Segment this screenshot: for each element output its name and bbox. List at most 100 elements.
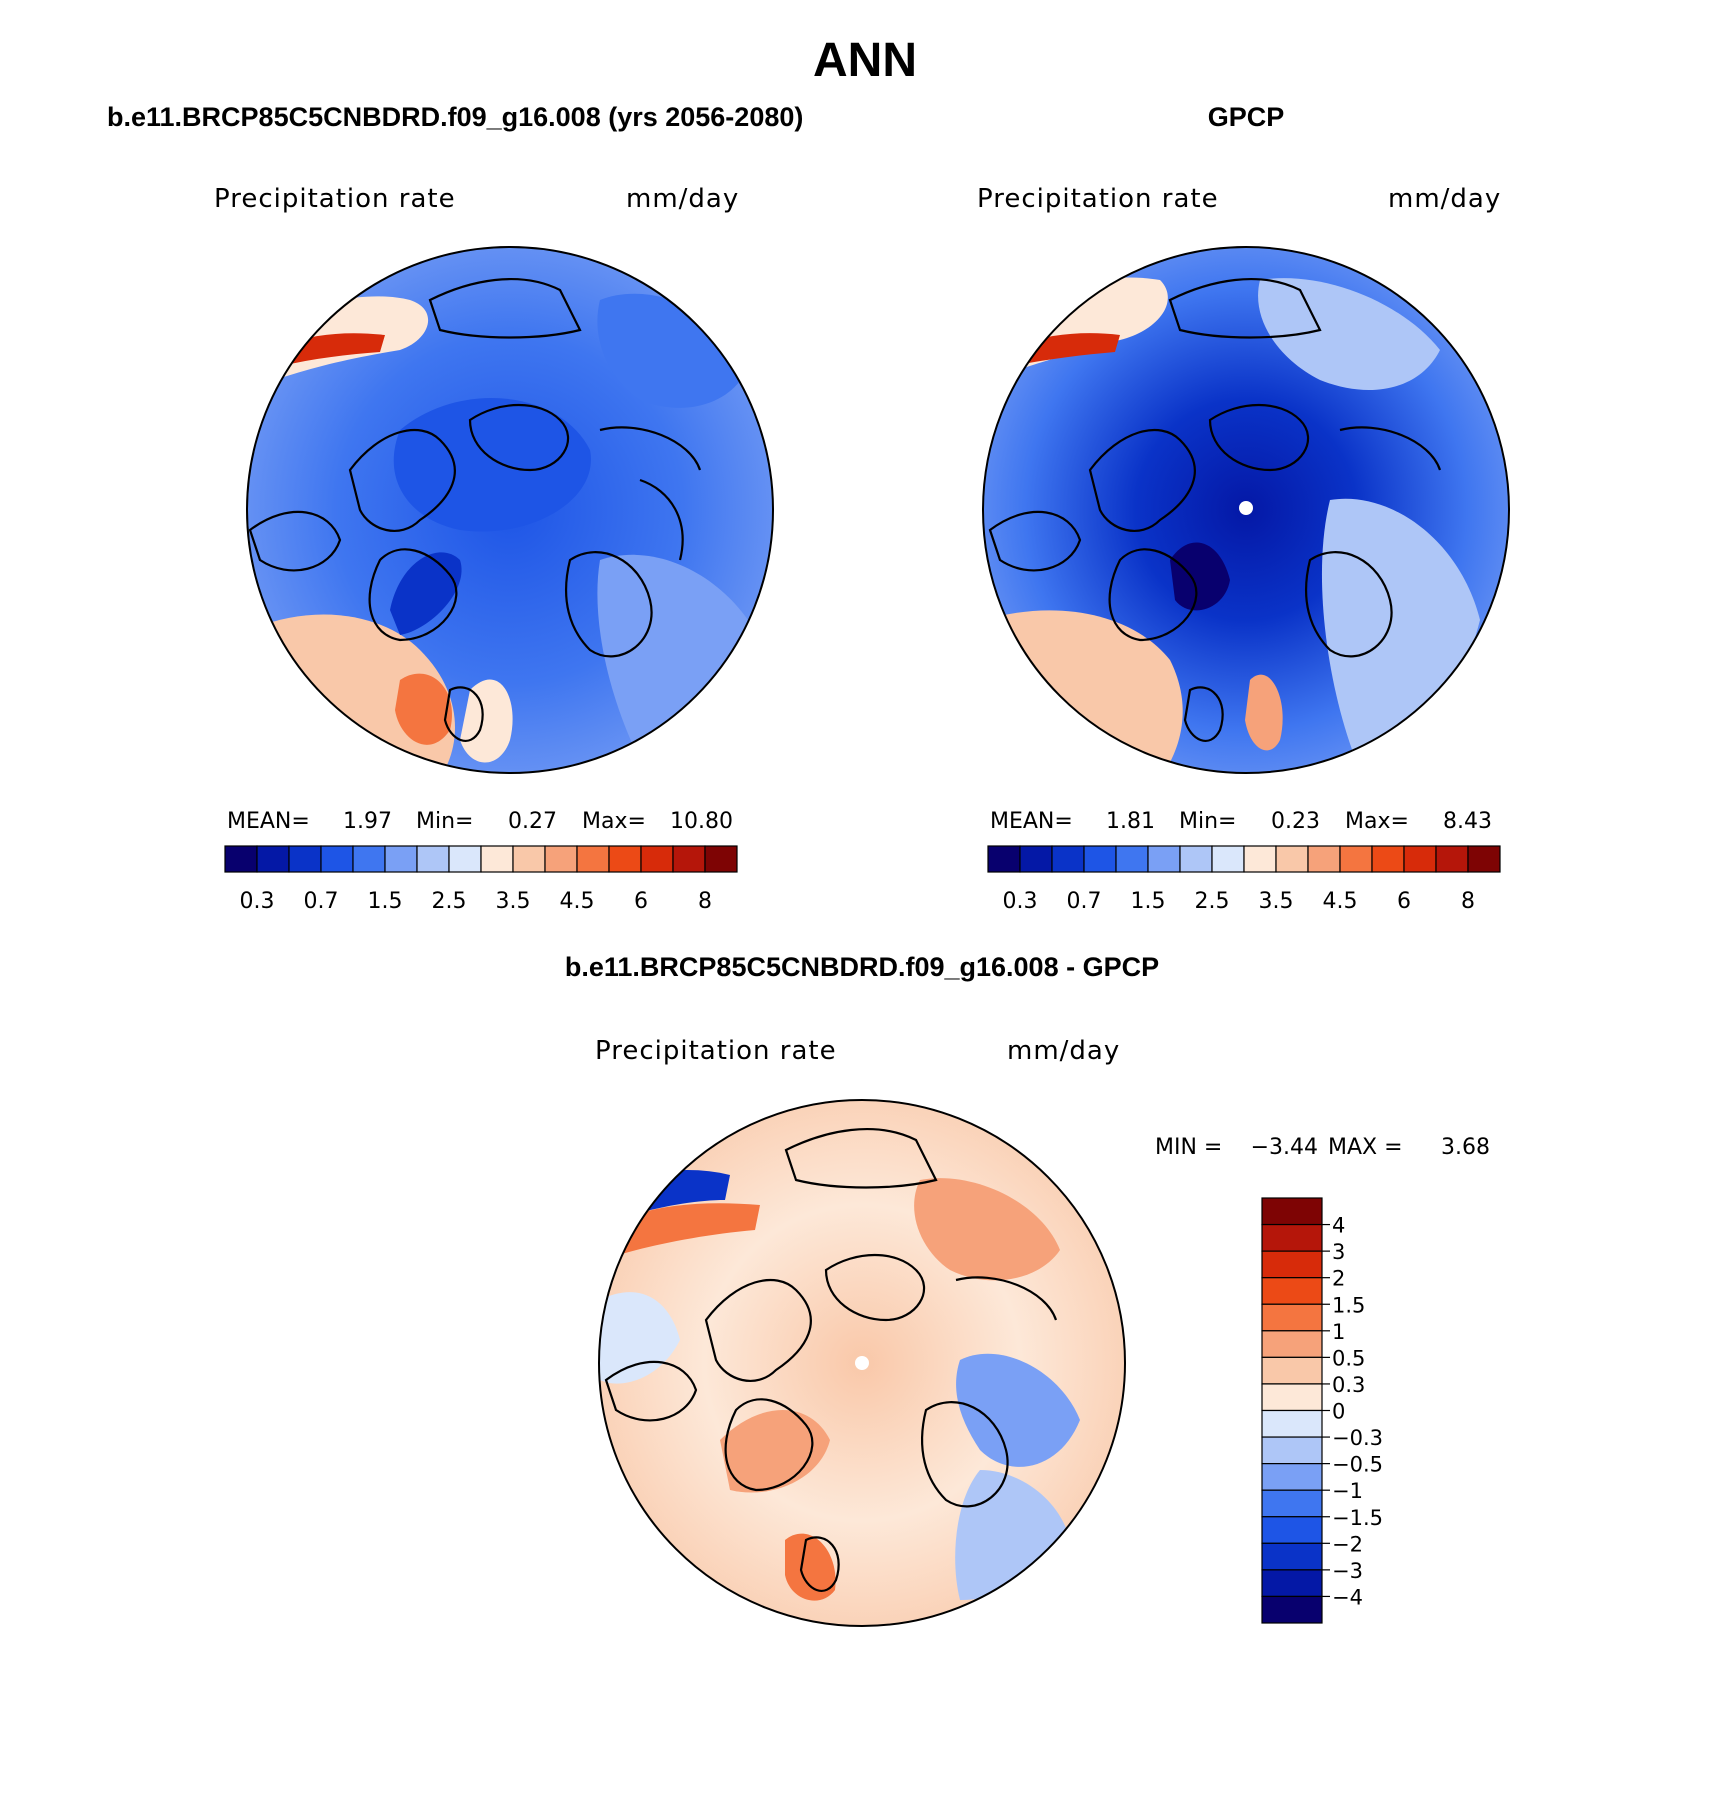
colorbar-box (1083, 845, 1117, 873)
colorbar-box (1307, 845, 1341, 873)
colorbar-box (608, 845, 642, 873)
contour-iceland-peak (395, 673, 452, 745)
stats-line: MEAN= 1.81 Min= 0.23 Max= 8.43 (990, 809, 1492, 834)
pole-marker (1239, 501, 1253, 515)
colorbar-box (512, 845, 546, 873)
colorbar-box (1403, 845, 1437, 873)
contour-greenland (1170, 542, 1230, 611)
colorbar-tick-label: 2.5 (432, 889, 467, 914)
contour-siberia (1258, 278, 1440, 390)
colorbar-box (1261, 1409, 1323, 1438)
mean-value: 1.97 (343, 809, 392, 834)
colorbar-box (1261, 1516, 1323, 1544)
contour-eurasia-east (597, 554, 760, 760)
min-label: Min= (1179, 809, 1236, 834)
stats-line: MEAN= 1.97 Min= 0.27 Max= 10.80 (227, 809, 733, 834)
colorbar-box (1019, 845, 1053, 873)
colorbar-box (704, 845, 738, 873)
colorbar-box (1261, 1595, 1323, 1624)
colorbar-tick-label: 1 (1332, 1320, 1345, 1344)
colorbar-tick-label: 0.7 (304, 889, 339, 914)
colorbar-tick-label: 0.3 (1003, 889, 1038, 914)
colorbar-box (1371, 845, 1405, 873)
contour-arctic-ocean (393, 397, 591, 532)
colorbar-box (1261, 1303, 1323, 1332)
colorbar-box (576, 845, 610, 873)
colorbar-box (384, 845, 418, 873)
min-max-line: MIN = −3.44 MAX = 3.68 (1155, 1135, 1490, 1160)
colorbar-tick-label: 1.5 (1332, 1293, 1365, 1317)
max-label: Max= (1345, 809, 1409, 834)
colorbar-box (480, 845, 514, 873)
colorbar-tick-label: 0.3 (240, 889, 275, 914)
panel-title: GPCP (1208, 102, 1285, 132)
coastlines (604, 1128, 1058, 1592)
units-label: mm/day (626, 184, 739, 214)
colorbar-tick-label: 3 (1332, 1240, 1345, 1264)
contour-europe-peak (1245, 674, 1283, 751)
colorbar-box (672, 845, 706, 873)
colorbar-tick-label: 1.5 (368, 889, 403, 914)
colorbar-box (1261, 1223, 1323, 1252)
min-label: MIN = (1155, 1135, 1222, 1160)
contour-europe (460, 679, 513, 763)
map-boundary (982, 246, 1510, 774)
colorbar: 0.3 0.7 1.5 2.5 3.5 4.5 6 8 (224, 845, 738, 914)
colorbar-box (640, 845, 674, 873)
colorbar-tick-label: 6 (1397, 889, 1411, 914)
colorbar-box (1261, 1197, 1323, 1226)
colorbar-tick-label: 2.5 (1195, 889, 1230, 914)
contour-east-negative (956, 1353, 1080, 1467)
colorbar-box (1275, 845, 1309, 873)
colorbar-box (1261, 1542, 1323, 1571)
polar-map (247, 247, 773, 773)
colorbar-box (987, 845, 1021, 873)
coastlines (988, 278, 1442, 742)
colorbar-box (416, 845, 450, 873)
colorbar-tick-label: −2 (1332, 1532, 1363, 1556)
colorbar-tick-label: −0.5 (1332, 1453, 1383, 1477)
colorbar-box (1261, 1436, 1323, 1465)
colorbar-tick-label: 0.3 (1332, 1373, 1365, 1397)
colorbar-tick-label: −1.5 (1332, 1506, 1383, 1530)
colorbar-tick-label: 3.5 (1259, 889, 1294, 914)
pole-marker (855, 1356, 869, 1370)
variable-label: Precipitation rate (214, 184, 456, 214)
colorbar-tick-label: −1 (1332, 1479, 1363, 1503)
colorbar-box (1339, 845, 1373, 873)
min-value: −3.44 (1251, 1135, 1318, 1160)
colorbar-tick-label: 3.5 (496, 889, 531, 914)
max-label: MAX = (1328, 1135, 1403, 1160)
coastlines (248, 278, 702, 742)
mean-label: MEAN= (990, 809, 1073, 834)
max-value: 3.68 (1441, 1135, 1490, 1160)
mean-value: 1.81 (1106, 809, 1155, 834)
colorbar-box (320, 845, 354, 873)
units-label: mm/day (1388, 184, 1501, 214)
contour-west-light (600, 1292, 680, 1384)
colorbar-box (224, 845, 258, 873)
units-label: mm/day (1007, 1036, 1120, 1066)
polar-map (983, 247, 1509, 773)
colorbar: 0.3 0.7 1.5 2.5 3.5 4.5 6 8 (987, 845, 1501, 914)
colorbar-tick-label: −0.3 (1332, 1426, 1383, 1450)
colorbar-tick-label: −4 (1332, 1585, 1363, 1609)
min-value: 0.27 (508, 809, 557, 834)
colorbar-box (256, 845, 290, 873)
colorbar-tick-label: 0.7 (1067, 889, 1102, 914)
colorbar-box (1051, 845, 1085, 873)
colorbar-box (1179, 845, 1213, 873)
colorbar-box (1261, 1250, 1323, 1279)
colorbar-box (448, 845, 482, 873)
mean-label: MEAN= (227, 809, 310, 834)
map-boundary (598, 1099, 1126, 1627)
contour-pacific-positive (606, 1203, 760, 1258)
panel-model: b.e11.BRCP85C5CNBDRD.f09_g16.008 (yrs 20… (107, 102, 803, 914)
colorbar-box (1261, 1330, 1323, 1358)
max-label: Max= (582, 809, 646, 834)
panel-difference: b.e11.BRCP85C5CNBDRD.f09_g16.008 - GPCP … (565, 952, 1490, 1627)
colorbar-box (1261, 1277, 1323, 1305)
contour-siberia-positive (914, 1178, 1060, 1281)
colorbar-box (1261, 1383, 1323, 1412)
colorbar-vertical: 43 21.5 10.5 0.3 0−0.3 −0.5−1 −1.5−2 −3−4 (1261, 1197, 1383, 1624)
